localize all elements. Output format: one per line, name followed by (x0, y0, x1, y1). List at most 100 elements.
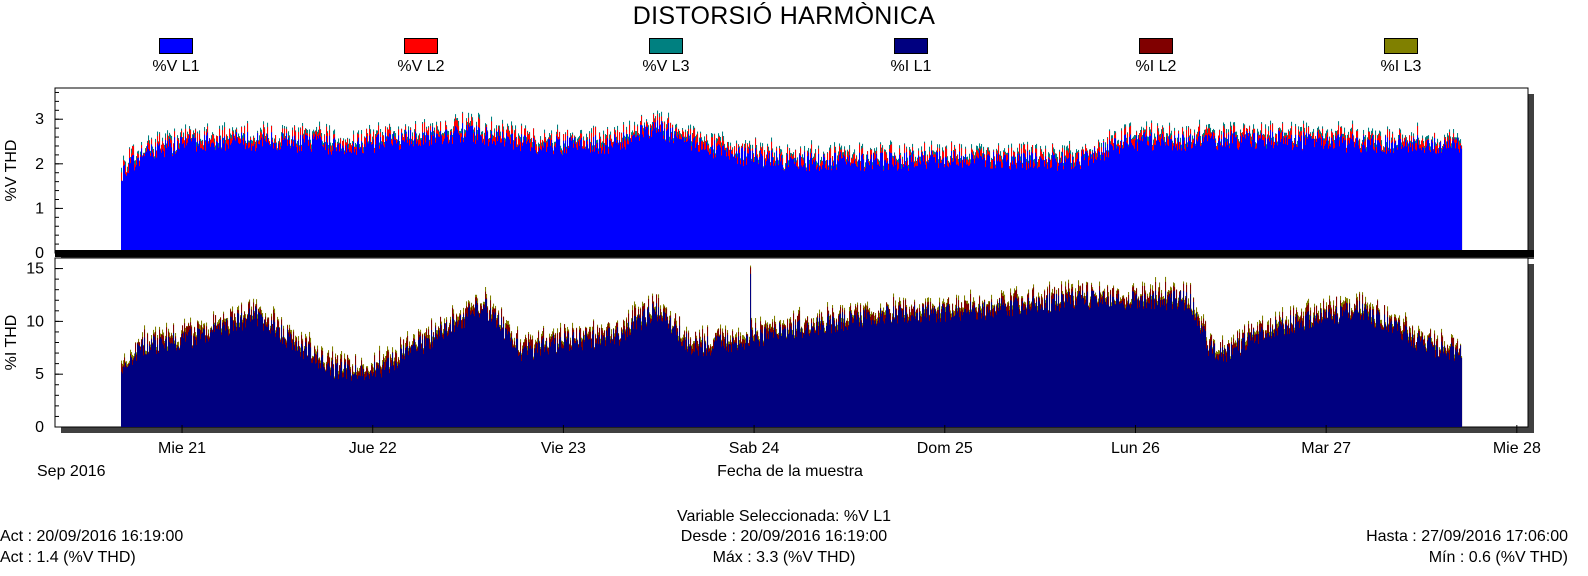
voltage-panel-bar (775, 165, 777, 253)
voltage-panel-bar (447, 136, 449, 253)
current-panel-bar (376, 368, 378, 427)
voltage-panel-bar (1261, 133, 1263, 253)
current-panel-bar (395, 361, 397, 427)
current-panel-bar (358, 375, 360, 427)
voltage-panel-bar (1325, 144, 1327, 253)
voltage-panel-bar (618, 144, 620, 253)
voltage-panel-bar (1309, 134, 1311, 253)
voltage-panel-bar (822, 165, 824, 253)
legend-item-v-l3[interactable]: %V L3 (596, 38, 736, 76)
voltage-panel-bar (1281, 138, 1283, 253)
voltage-panel-bar (739, 152, 741, 253)
voltage-panel-bar (328, 154, 330, 253)
voltage-panel-bar (1313, 138, 1315, 253)
voltage-panel-bar (1185, 150, 1187, 253)
voltage-panel-bar (228, 148, 230, 253)
voltage-panel-bar (356, 154, 358, 253)
voltage-panel-bar (141, 148, 143, 253)
legend-item-i-l1[interactable]: %I L1 (841, 38, 981, 76)
current-panel-bar (392, 352, 394, 427)
voltage-panel-bar (531, 147, 533, 253)
voltage-panel-bar (1344, 140, 1346, 253)
current-panel-bar (338, 379, 340, 427)
voltage-panel-bar (1239, 147, 1241, 253)
voltage-panel-bar (396, 143, 398, 253)
voltage-panel-bar (737, 163, 739, 253)
voltage-panel-bar (1236, 136, 1238, 253)
voltage-panel-bar (1093, 162, 1095, 253)
current-panel-bar (283, 335, 285, 427)
voltage-panel-bar (1069, 152, 1071, 253)
voltage-panel-bar (772, 157, 774, 253)
current-panel-bar (259, 313, 261, 427)
voltage-panel-bar (488, 146, 490, 253)
legend-item-v-l1[interactable]: %V L1 (106, 38, 246, 76)
voltage-panel-bar (1449, 139, 1451, 253)
voltage-panel-bar (575, 143, 577, 253)
voltage-panel-bar (830, 157, 832, 253)
current-panel-bar (320, 368, 322, 427)
voltage-panel-bar (1049, 159, 1051, 253)
voltage-panel-bar (568, 147, 570, 253)
voltage-panel-bar (628, 144, 630, 253)
voltage-panel-bar (969, 165, 971, 253)
voltage-panel-bar (460, 142, 462, 253)
voltage-panel-bar (432, 127, 434, 253)
voltage-panel-bar (1356, 137, 1358, 253)
voltage-panel-bar (916, 166, 918, 253)
voltage-panel-bar (898, 168, 900, 253)
voltage-panel-bar (1245, 138, 1247, 253)
voltage-panel-bar (1108, 157, 1110, 253)
voltage-panel-bar (229, 138, 231, 253)
voltage-panel-bar (852, 163, 854, 253)
voltage-panel-bar (1346, 152, 1348, 253)
voltage-panel-bar (222, 137, 224, 253)
legend-item-i-l2[interactable]: %I L2 (1086, 38, 1226, 76)
voltage-panel-bar (1100, 160, 1102, 253)
current-panel-bar (327, 364, 329, 427)
voltage-panel-bar (1404, 146, 1406, 253)
voltage-panel-bar (188, 138, 190, 253)
voltage-panel-bar (564, 152, 566, 253)
voltage-panel-bar (316, 139, 318, 253)
voltage-panel-bar (338, 143, 340, 253)
voltage-panel-bar (1089, 160, 1091, 253)
voltage-panel-bar (1102, 154, 1104, 253)
current-panel-bar (298, 346, 300, 427)
voltage-panel-bar (1194, 135, 1196, 253)
voltage-panel-bar (300, 134, 302, 253)
current-panel-bar (328, 362, 330, 427)
voltage-panel-bar (365, 146, 367, 253)
voltage-panel-bar (870, 159, 872, 253)
voltage-panel-bar (329, 135, 331, 253)
voltage-panel-bar (651, 137, 653, 253)
voltage-panel-bar (406, 139, 408, 253)
voltage-panel-bar (1396, 145, 1398, 253)
voltage-panel-bar (720, 147, 722, 253)
current-panel-bar (122, 373, 124, 427)
voltage-panel-bar (257, 133, 259, 253)
voltage-panel-bar (610, 140, 612, 253)
voltage-panel-bar (1209, 135, 1211, 253)
voltage-panel-bar (167, 140, 169, 253)
voltage-panel-bar (685, 137, 687, 253)
voltage-panel-bar (861, 155, 863, 253)
voltage-panel-bar (1060, 162, 1062, 253)
current-panel-bar (377, 365, 379, 427)
voltage-panel-bar (250, 140, 252, 253)
voltage-panel-bar (1288, 139, 1290, 253)
voltage-panel-bar (667, 129, 669, 253)
voltage-panel-bar (470, 125, 472, 253)
voltage-panel-bar (297, 152, 299, 253)
current-panel-bar (292, 349, 294, 427)
legend-item-v-l2[interactable]: %V L2 (351, 38, 491, 76)
voltage-panel-bar (423, 144, 425, 253)
voltage-panel-bar (584, 147, 586, 253)
voltage-panel-bar (526, 143, 528, 253)
voltage-panel-ylabel: %V THD (3, 140, 20, 202)
voltage-panel-bar (1004, 154, 1006, 253)
legend-item-i-l3[interactable]: %I L3 (1331, 38, 1471, 76)
voltage-panel-bar (736, 151, 738, 253)
voltage-panel-bar (347, 144, 349, 253)
